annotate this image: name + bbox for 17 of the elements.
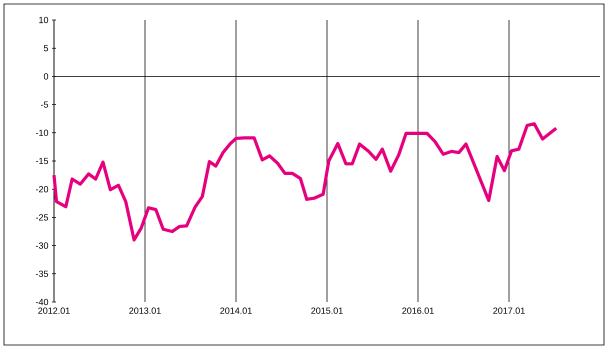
x-tick-label: 2012.01	[38, 308, 70, 314]
y-tick-label: 5	[44, 45, 48, 52]
x-tick-label: 2017.01	[493, 308, 525, 314]
x-tick-label: 2013.01	[129, 308, 161, 314]
y-tick-label: 0	[44, 73, 48, 80]
y-tick-label: -20	[36, 186, 48, 192]
y-tick-label: -30	[36, 242, 48, 249]
x-tick-label: 2014.01	[220, 308, 252, 314]
y-tick-label: -35	[36, 270, 48, 277]
y-tick-label: -10	[36, 130, 48, 136]
x-tick-label: 2016.01	[402, 308, 434, 314]
y-tick-label: -15	[36, 158, 48, 164]
y-tick-label: -25	[36, 214, 48, 221]
x-tick-label: 2015.01	[311, 308, 343, 314]
y-tick-label: 10	[39, 16, 48, 24]
y-tick-label: -5	[40, 101, 48, 108]
y-tick-label: -40	[36, 298, 48, 306]
